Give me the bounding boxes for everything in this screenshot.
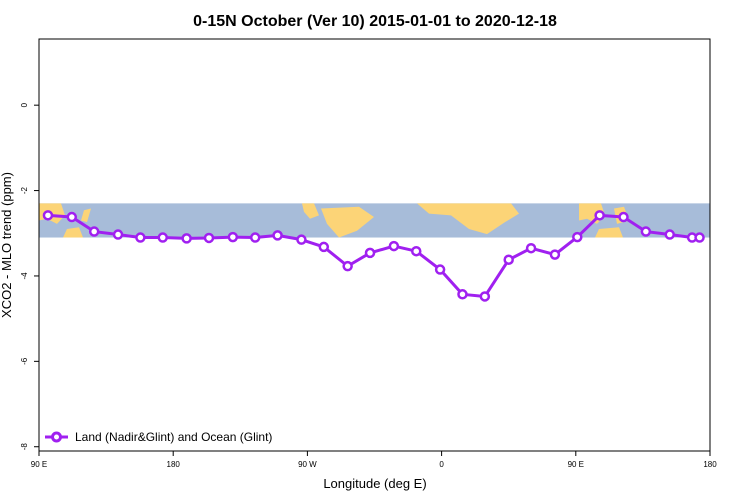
legend-label: Land (Nadir&Glint) and Ocean (Glint) bbox=[75, 430, 272, 444]
data-point bbox=[272, 230, 283, 241]
data-point bbox=[572, 231, 583, 243]
y-tick-label: -6 bbox=[20, 357, 29, 365]
map-land-3 bbox=[302, 203, 319, 219]
data-point bbox=[457, 289, 468, 300]
data-point bbox=[296, 234, 307, 245]
x-axis: 90 E 180 90 W 0 90 E 180 bbox=[31, 451, 717, 469]
plot-frame bbox=[38, 38, 711, 452]
y-tick-label: -2 bbox=[20, 186, 29, 194]
data-point bbox=[594, 210, 605, 221]
y-axis-label: XCO2 - MLO trend (ppm) bbox=[0, 172, 14, 318]
data-point bbox=[135, 232, 146, 243]
data-point bbox=[388, 240, 400, 252]
x-tick-label: 90 E bbox=[568, 460, 584, 469]
data-point bbox=[249, 232, 261, 243]
data-point bbox=[503, 254, 514, 265]
data-point bbox=[479, 291, 491, 302]
data-point bbox=[694, 232, 705, 243]
map-land-2 bbox=[63, 227, 83, 238]
data-point bbox=[664, 229, 675, 240]
data-point bbox=[364, 247, 376, 259]
map-land-1 bbox=[81, 208, 91, 223]
legend: Land (Nadir&Glint) and Ocean (Glint) bbox=[45, 430, 272, 444]
data-point bbox=[618, 211, 629, 223]
data-point bbox=[203, 232, 215, 244]
data-point bbox=[525, 242, 537, 254]
data-point bbox=[342, 260, 353, 272]
data-point bbox=[42, 210, 54, 221]
x-tick-label: 90 E bbox=[31, 460, 47, 469]
data-point bbox=[227, 231, 239, 243]
y-tick-label: 0 bbox=[20, 102, 29, 107]
data-point bbox=[112, 229, 124, 240]
x-axis-label: Longitude (deg E) bbox=[323, 476, 426, 491]
data-point bbox=[549, 249, 561, 260]
x-tick-label: 90 W bbox=[298, 460, 317, 469]
data-point bbox=[434, 264, 446, 275]
map-land-8 bbox=[595, 227, 623, 238]
x-tick-label: 180 bbox=[703, 460, 717, 469]
chart-title: 0-15N October (Ver 10) 2015-01-01 to 202… bbox=[193, 13, 557, 30]
y-axis: 0 -2 -4 -6 -8 bbox=[20, 102, 39, 450]
data-point bbox=[66, 211, 78, 223]
x-tick-label: 0 bbox=[439, 460, 444, 469]
y-tick-label: -8 bbox=[20, 443, 29, 451]
data-point bbox=[88, 226, 100, 237]
map-land-4 bbox=[321, 206, 374, 238]
data-point bbox=[318, 241, 330, 253]
background-map bbox=[39, 203, 710, 238]
data-point bbox=[640, 226, 652, 237]
data-point bbox=[181, 233, 192, 244]
data-point bbox=[157, 232, 169, 243]
map-land-5 bbox=[417, 203, 519, 235]
legend-marker bbox=[51, 431, 62, 443]
data-point bbox=[411, 245, 422, 257]
x-tick-label: 180 bbox=[167, 460, 181, 469]
y-tick-label: -4 bbox=[20, 272, 29, 280]
series-layer bbox=[42, 210, 705, 302]
